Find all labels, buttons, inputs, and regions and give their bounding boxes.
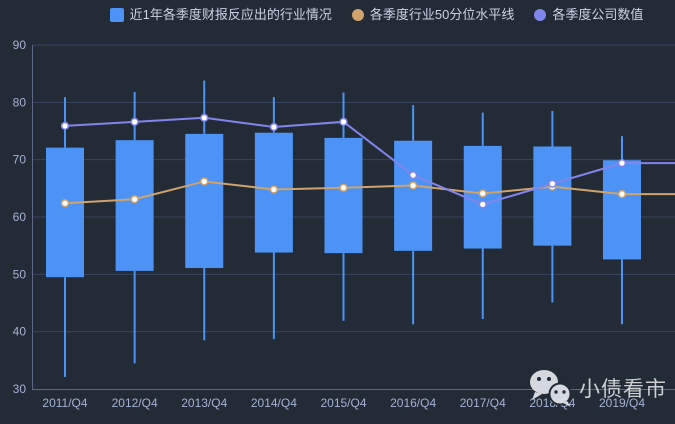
data-point-2018-Q4 xyxy=(548,179,557,188)
data-point-2017-Q4 xyxy=(478,200,487,209)
legend-label: 各季度公司数值 xyxy=(552,7,644,22)
data-point-2015-Q4 xyxy=(339,183,348,192)
data-point-2017-Q4 xyxy=(478,189,487,198)
x-tick-label-2012-Q4: 2012/Q4 xyxy=(112,396,158,410)
x-tick-label-2016-Q4: 2016/Q4 xyxy=(390,396,436,410)
x-tick-label-2013-Q4: 2013/Q4 xyxy=(181,396,227,410)
legend-label: 近1年各季度财报反应出的行业情况 xyxy=(129,7,332,22)
data-point-2016-Q4 xyxy=(408,181,418,190)
legend-circle-marker xyxy=(351,9,364,21)
legend-label: 各季度行业50分位水平线 xyxy=(369,7,515,22)
candle-body xyxy=(185,133,224,269)
candle-body xyxy=(115,140,154,271)
series-line xyxy=(64,180,675,205)
data-point-2011-Q4 xyxy=(60,199,70,208)
y-tick-label-30: 30 xyxy=(13,382,27,396)
candle-body xyxy=(603,160,641,260)
x-tick-label-2017-Q4: 2017/Q4 xyxy=(460,396,506,410)
candlestick-2019-Q4 xyxy=(603,136,641,325)
candle-body xyxy=(533,146,572,246)
candlestick-2018-Q4 xyxy=(533,110,572,303)
data-point-2011-Q4 xyxy=(60,121,70,130)
data-point-2016-Q4 xyxy=(408,170,418,180)
candle-body xyxy=(394,140,433,251)
legend-item-3[interactable]: 各季度公司数值 xyxy=(534,8,643,22)
data-point-2013-Q4 xyxy=(200,177,209,186)
legend-circle-marker xyxy=(534,9,547,21)
candlestick-2017-Q4 xyxy=(463,112,502,320)
data-point-2012-Q4 xyxy=(130,117,139,126)
data-point-2014-Q4 xyxy=(269,185,279,194)
chart-legend: 近1年各季度财报反应出的行业情况 各季度行业50分位水平线 各季度公司数值 xyxy=(78,8,675,22)
candlestick-2014-Q4 xyxy=(254,97,293,340)
data-point-2015-Q4 xyxy=(339,117,348,126)
line-series-company xyxy=(60,113,675,209)
data-point-2012-Q4 xyxy=(130,195,139,204)
y-tick-label-40: 40 xyxy=(13,325,27,339)
legend-square-marker xyxy=(109,8,124,22)
x-tick-label-2019-Q4: 2019/Q4 xyxy=(599,396,645,410)
legend-item-1[interactable]: 近1年各季度财报反应出的行业情况 xyxy=(109,7,332,22)
candlestick-2015-Q4 xyxy=(324,92,363,321)
y-tick-label-80: 80 xyxy=(13,95,27,109)
candlestick-2012-Q4 xyxy=(115,92,154,364)
data-point-2013-Q4 xyxy=(200,113,209,122)
candle-body xyxy=(324,137,363,254)
candlestick-2013-Q4 xyxy=(185,80,224,341)
series-line xyxy=(64,116,675,206)
candlestick-2011-Q4 xyxy=(46,97,84,377)
data-point-2019-Q4 xyxy=(617,189,627,199)
watermark: 小债看市 xyxy=(526,368,667,408)
x-tick-label-2011-Q4: 2011/Q4 xyxy=(42,396,87,410)
data-point-2019-Q4 xyxy=(617,158,627,168)
line-series-percentile xyxy=(60,177,675,208)
watermark-text: 小债看市 xyxy=(579,378,667,401)
wechat-icon xyxy=(530,370,572,407)
y-tick-label-60: 60 xyxy=(13,210,27,224)
legend-item-2[interactable]: 各季度行业50分位水平线 xyxy=(351,7,515,22)
y-tick-label-90: 90 xyxy=(13,38,27,52)
y-tick-label-70: 70 xyxy=(13,153,27,167)
x-tick-label-2015-Q4: 2015/Q4 xyxy=(320,396,366,410)
data-point-2014-Q4 xyxy=(269,122,279,132)
x-tick-label-2014-Q4: 2014/Q4 xyxy=(251,396,297,410)
candle-body xyxy=(46,147,84,278)
candlestick-2016-Q4 xyxy=(394,105,433,325)
y-tick-label-50: 50 xyxy=(13,267,27,281)
